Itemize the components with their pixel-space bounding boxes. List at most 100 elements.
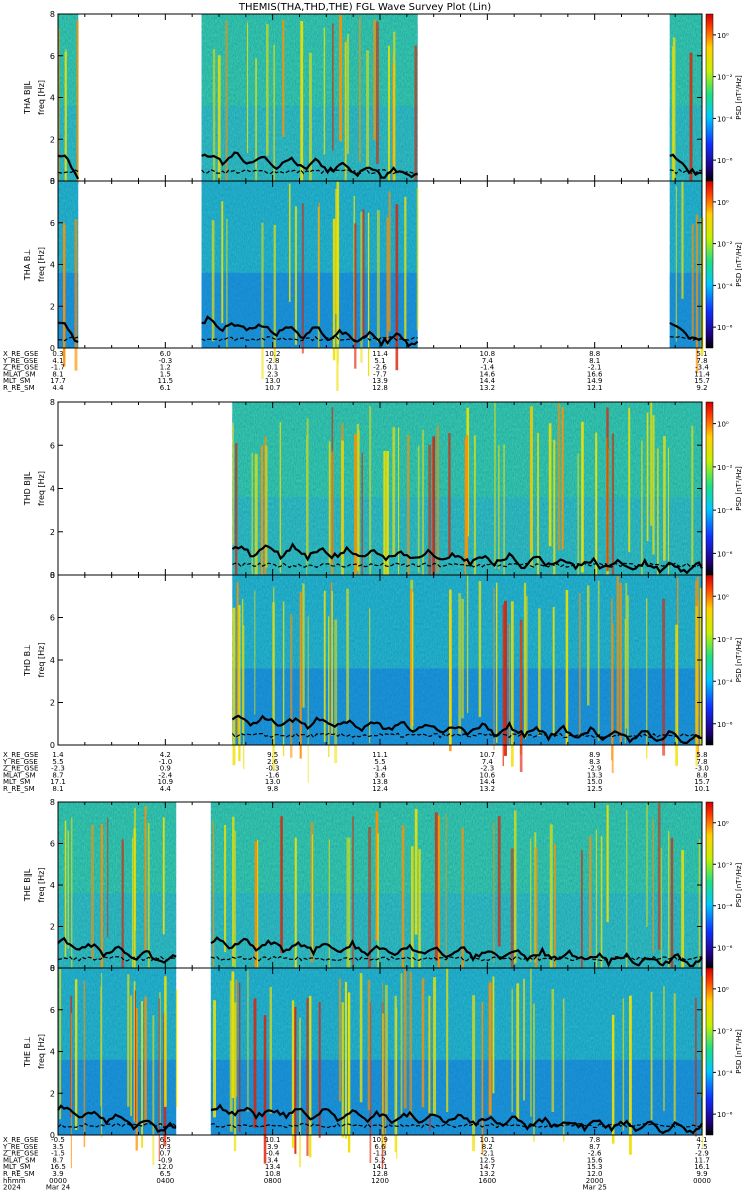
probe-groups: 0 2 4 6 8 THA B‖L freq [Hz] 10⁰ 10⁻² 10⁻⁴ 10⁻⁶ PSD … bbox=[2, 10, 743, 1192]
wave-power-streak bbox=[554, 843, 556, 975]
wave-power-streak bbox=[256, 840, 259, 970]
orbit-value: 12.0 bbox=[158, 1163, 174, 1171]
wave-power-streak bbox=[344, 981, 348, 1139]
wave-power-streak bbox=[538, 608, 541, 736]
wave-power-streak bbox=[300, 20, 304, 183]
orbit-value: 8.8 bbox=[696, 771, 707, 779]
orbit-value: 12.1 bbox=[587, 384, 603, 392]
wave-power-streak bbox=[289, 614, 293, 758]
colorbar-tick-label: 10⁻⁶ bbox=[717, 944, 733, 952]
wave-power-streak bbox=[279, 421, 282, 573]
colorbar-tick-label: 10⁻⁶ bbox=[717, 1111, 733, 1119]
wave-power-streak bbox=[611, 433, 615, 596]
wave-power-streak bbox=[675, 186, 677, 342]
wave-power-streak bbox=[323, 27, 326, 155]
wave-power-streak bbox=[611, 1014, 615, 1144]
wave-power-streak bbox=[667, 447, 669, 608]
orbit-value: 12.8 bbox=[372, 1170, 388, 1178]
colorbar-tick-label: 10⁻⁴ bbox=[717, 507, 733, 515]
orbit-row-label: X_RE_GSE bbox=[3, 751, 38, 759]
wave-power-streak bbox=[436, 425, 440, 573]
wave-power-streak bbox=[411, 592, 414, 727]
orbit-value: -7.7 bbox=[373, 370, 387, 378]
wave-power-streak bbox=[234, 443, 238, 613]
wave-power-streak bbox=[273, 224, 276, 362]
wave-power-streak bbox=[589, 836, 592, 960]
wave-power-streak bbox=[691, 425, 694, 565]
orbit-value: -1.6 bbox=[266, 771, 280, 779]
wave-power-streak bbox=[606, 805, 609, 923]
colorbar-tick-label: 10⁰ bbox=[717, 421, 729, 429]
wave-power-streak bbox=[681, 849, 685, 984]
gyrofrequency-trace bbox=[201, 315, 419, 348]
wave-power-streak bbox=[404, 196, 407, 343]
orbit-row-label: R_RE_SM bbox=[3, 384, 35, 392]
wave-power-streak bbox=[158, 998, 160, 1162]
wave-power-streak bbox=[369, 1002, 372, 1164]
orbit-value: 10.9 bbox=[158, 778, 174, 786]
wave-power-streak bbox=[282, 19, 285, 137]
wave-power-streak bbox=[232, 422, 234, 545]
orbit-value: -0.3 bbox=[266, 765, 280, 773]
helium-gyrofrequency-trace bbox=[232, 562, 703, 569]
gyrofrequency-trace bbox=[231, 542, 703, 575]
wave-power-streak bbox=[549, 824, 553, 976]
wave-power-streak bbox=[318, 1001, 321, 1138]
wave-power-streak bbox=[492, 976, 495, 1094]
wave-power-streak bbox=[393, 31, 396, 186]
wave-power-streak bbox=[133, 828, 136, 986]
wave-power-streak bbox=[530, 406, 533, 568]
orbit-value: -1.4 bbox=[373, 765, 387, 773]
wave-power-streak bbox=[377, 833, 379, 992]
orbit-value: -0.5 bbox=[51, 1136, 65, 1144]
orbit-value: 3.9 bbox=[267, 1143, 278, 1151]
spectrum-noise bbox=[58, 968, 177, 1135]
panel-name: THE B‖L bbox=[23, 868, 32, 902]
orbit-value: -2.6 bbox=[373, 364, 387, 372]
probe-group-tha: 0 2 4 6 8 THA B‖L freq [Hz] 10⁰ 10⁻² 10⁻⁴ 10⁻⁶ PSD … bbox=[2, 10, 743, 392]
orbit-value: 2.6 bbox=[267, 758, 279, 766]
time-tick-label: 0000 bbox=[693, 1177, 711, 1185]
orbit-value: 0.3 bbox=[160, 1143, 171, 1151]
colorbar-tick-label: 10⁰ bbox=[717, 986, 729, 994]
wave-power-streak bbox=[681, 181, 684, 299]
wave-power-streak bbox=[159, 992, 161, 1127]
orbit-value: 6.0 bbox=[160, 350, 171, 358]
wave-power-streak bbox=[107, 817, 109, 938]
orbit-value: -0.9 bbox=[158, 1156, 172, 1164]
wave-power-streak bbox=[301, 203, 304, 354]
orbit-value: 4.2 bbox=[160, 751, 171, 759]
spectrogram-panel: 0 2 4 6 8 THD B⊥ freq [Hz] 10⁰ 10⁻² 10⁻⁴ 10⁻⁶ PSD [… bbox=[23, 571, 743, 783]
wave-power-streak bbox=[239, 982, 241, 1133]
wave-power-streak bbox=[164, 976, 167, 1107]
orbit-row-label: MLT_SM bbox=[3, 778, 30, 786]
wave-power-streak bbox=[577, 453, 579, 619]
orbit-value: 11.1 bbox=[372, 751, 388, 759]
wave-power-streak bbox=[695, 606, 698, 767]
wave-power-streak bbox=[339, 15, 342, 142]
orbit-value: 15.0 bbox=[587, 778, 603, 786]
wave-power-streak bbox=[473, 435, 476, 595]
wave-power-streak bbox=[611, 623, 614, 774]
time-tick-label: 0400 bbox=[156, 1177, 174, 1185]
colorbar-tick-label: 10⁰ bbox=[717, 820, 729, 828]
orbit-value: 16.5 bbox=[50, 1163, 66, 1171]
helium-gyrofrequency-trace bbox=[57, 336, 79, 342]
y-tick-label: 2 bbox=[50, 923, 55, 932]
orbit-value: 10.8 bbox=[265, 1170, 281, 1178]
data-interval bbox=[231, 402, 703, 619]
wave-power-streak bbox=[306, 434, 308, 585]
wave-power-streak bbox=[354, 223, 357, 369]
wave-power-streak bbox=[255, 58, 257, 187]
orbit-table: X_RE_GSEY_RE_GSEZ_RE_GSEMLAT_SMMLT_SMR_R… bbox=[2, 350, 710, 392]
orbit-value: 13.2 bbox=[480, 785, 496, 793]
wave-power-streak bbox=[675, 624, 678, 766]
wave-power-streak bbox=[551, 989, 555, 1113]
orbit-value: -2.1 bbox=[480, 1150, 494, 1158]
wave-power-streak bbox=[561, 407, 564, 550]
probe-group-the: 0 2 4 6 8 THE B‖L freq [Hz] 10⁰ 10⁻² 10⁻⁴ 10⁻⁶ PSD … bbox=[2, 798, 743, 1192]
wave-power-streak bbox=[493, 587, 495, 750]
orbit-value: 10.9 bbox=[372, 1136, 388, 1144]
wave-power-streak bbox=[334, 619, 338, 764]
wave-power-streak bbox=[458, 593, 462, 734]
